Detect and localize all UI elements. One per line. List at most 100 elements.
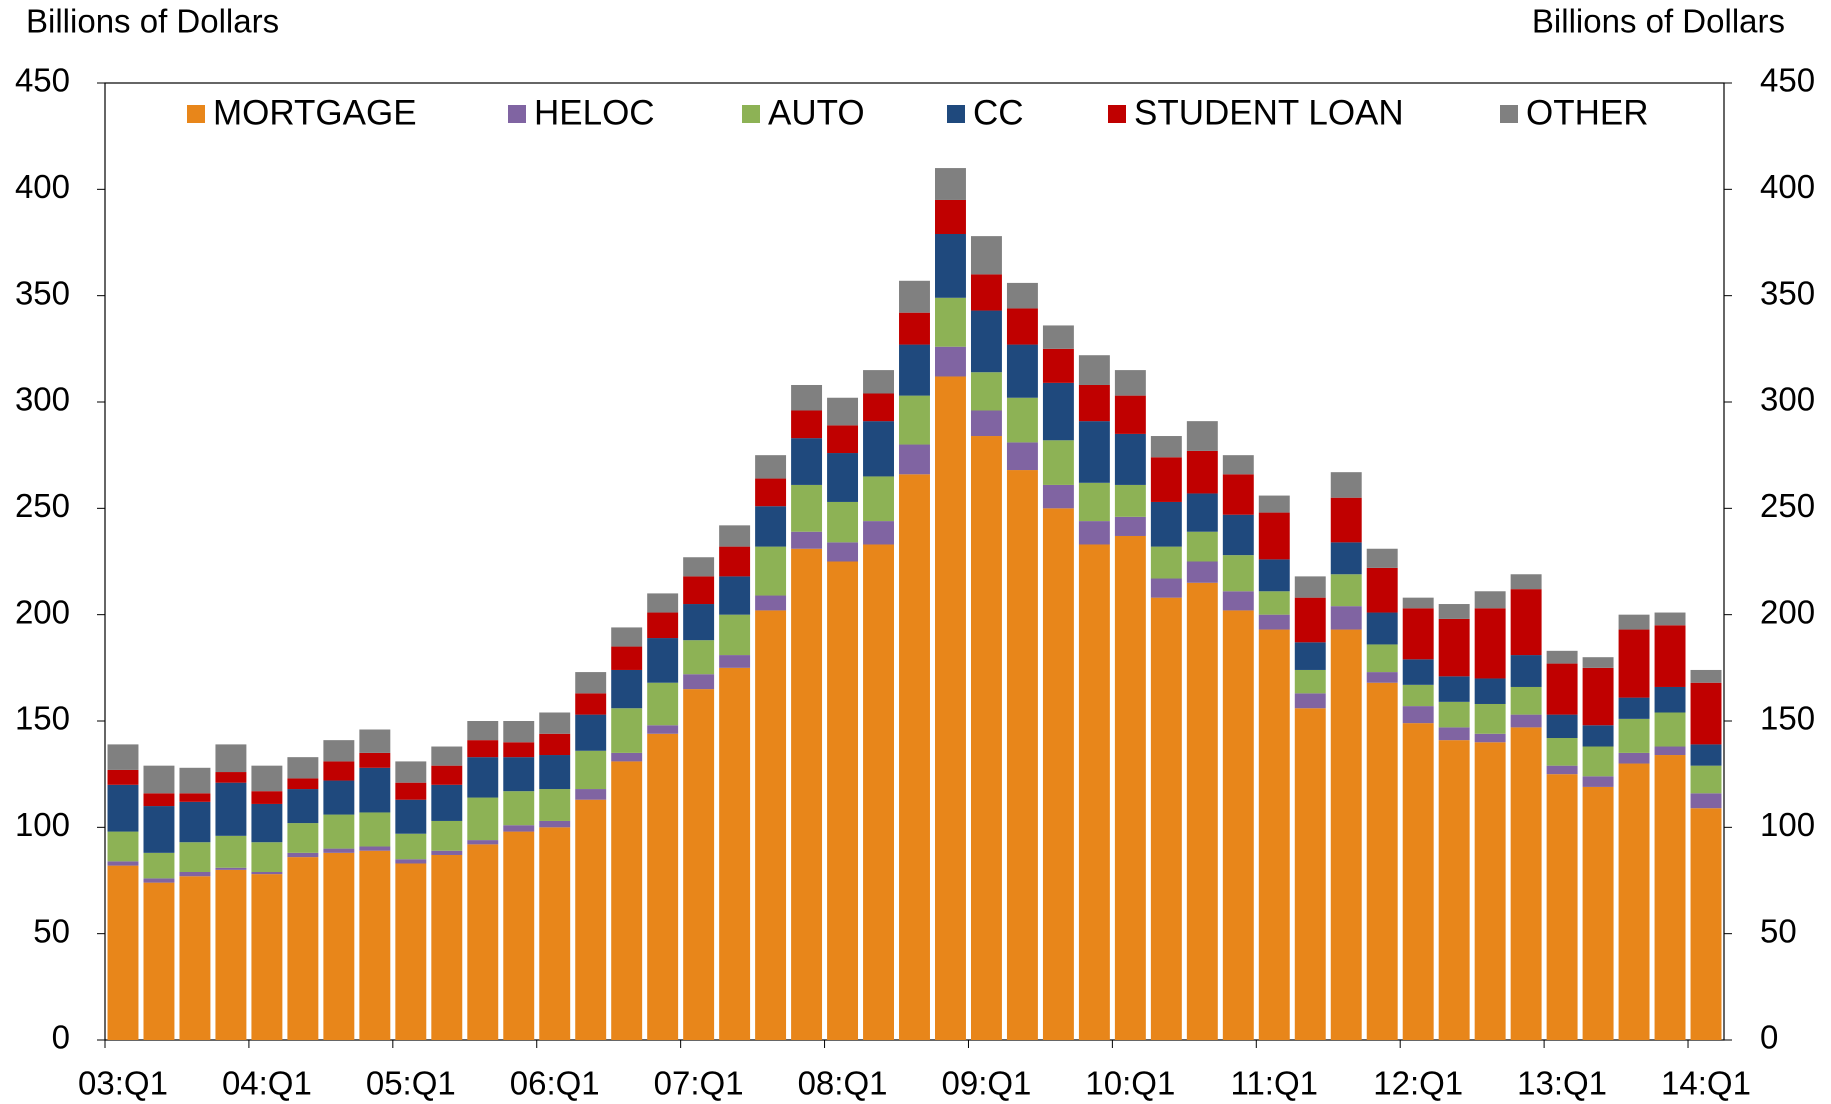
bar-segment bbox=[1654, 746, 1686, 756]
bar-segment bbox=[467, 844, 499, 1040]
bar-segment bbox=[1078, 355, 1110, 385]
bar-segment bbox=[791, 410, 823, 439]
bar-segment bbox=[1078, 521, 1110, 545]
bar-segment bbox=[1510, 589, 1542, 656]
bar-segment bbox=[1294, 597, 1326, 643]
bar-segment bbox=[467, 757, 499, 798]
bar-segment bbox=[1690, 744, 1722, 766]
bar-segment bbox=[899, 444, 930, 475]
bar-segment bbox=[827, 542, 859, 562]
bar-segment bbox=[575, 750, 607, 790]
bar-segment bbox=[1366, 682, 1398, 1040]
bar-segment bbox=[1114, 484, 1146, 517]
bar-segment bbox=[1186, 561, 1218, 583]
bar-segment bbox=[251, 765, 283, 792]
bar-segment bbox=[647, 593, 679, 613]
bar-segment bbox=[215, 867, 247, 870]
bar-segment bbox=[1330, 574, 1362, 607]
y-tick-label: 50 bbox=[33, 912, 70, 949]
bar-segment bbox=[287, 789, 319, 824]
x-tick-label: 05:Q1 bbox=[366, 1065, 456, 1102]
bar-segment bbox=[899, 280, 930, 313]
bar-segment bbox=[1186, 582, 1218, 1040]
bar-segment bbox=[539, 755, 571, 790]
x-tick-label: 04:Q1 bbox=[222, 1065, 312, 1102]
bar-segment bbox=[970, 310, 1002, 373]
bar-segment bbox=[395, 859, 427, 864]
bar-segment bbox=[1006, 282, 1038, 309]
bar-segment bbox=[467, 740, 499, 758]
bar-segment bbox=[323, 814, 355, 849]
x-tick-label: 13:Q1 bbox=[1517, 1065, 1607, 1102]
bar-segment bbox=[1582, 786, 1614, 1040]
bar-segment bbox=[647, 638, 679, 683]
y-tick-label-right: 300 bbox=[1760, 381, 1815, 418]
bar-segment bbox=[1690, 793, 1722, 809]
bar-segment bbox=[1366, 612, 1398, 645]
bar-segment bbox=[287, 757, 319, 779]
legend-swatch bbox=[187, 105, 205, 123]
bar-segment bbox=[683, 674, 715, 690]
bar-segment bbox=[935, 168, 966, 200]
bar-segment bbox=[611, 708, 643, 753]
bar-segment bbox=[1330, 542, 1362, 575]
bar-segment bbox=[719, 576, 751, 615]
bar-segment bbox=[647, 682, 679, 726]
bar-segment bbox=[1006, 308, 1038, 345]
bar-segment bbox=[575, 789, 607, 800]
bar-segment bbox=[647, 612, 679, 639]
bar-segment bbox=[755, 546, 787, 596]
bar-segment bbox=[647, 733, 679, 1040]
bar-segment bbox=[1618, 763, 1650, 1040]
bar-segment bbox=[107, 831, 139, 862]
bar-segment bbox=[1114, 395, 1146, 434]
bar-segment bbox=[791, 384, 823, 411]
bar-segment bbox=[1618, 697, 1650, 719]
bar-segment bbox=[1438, 676, 1470, 702]
bar-segment bbox=[1150, 597, 1182, 1040]
bar-segment bbox=[755, 610, 787, 1040]
bar-segment bbox=[1222, 610, 1254, 1040]
bar-segment bbox=[970, 410, 1002, 437]
bar-segment bbox=[935, 199, 966, 234]
bar-segment bbox=[359, 767, 391, 813]
bar-segment bbox=[1294, 708, 1326, 1040]
bar-segment bbox=[1042, 440, 1074, 485]
bar-segment bbox=[1366, 672, 1398, 683]
bar-segment bbox=[503, 721, 535, 743]
bar-segment bbox=[395, 782, 427, 800]
bar-segment bbox=[323, 761, 355, 781]
legend-swatch bbox=[1500, 105, 1518, 123]
bar-segment bbox=[1366, 567, 1398, 613]
x-tick-label: 12:Q1 bbox=[1373, 1065, 1463, 1102]
bar-segment bbox=[359, 812, 391, 847]
y-tick-label-right: 350 bbox=[1760, 274, 1815, 311]
bar-segment bbox=[143, 878, 175, 883]
bar-segment bbox=[359, 752, 391, 768]
bar-segment bbox=[215, 869, 247, 1040]
bar-segment bbox=[251, 874, 283, 1040]
bar-segment bbox=[287, 823, 319, 853]
bar-segment bbox=[1402, 684, 1434, 707]
x-tick-label: 10:Q1 bbox=[1085, 1065, 1175, 1102]
bar-segment bbox=[503, 742, 535, 758]
bar-segment bbox=[1654, 612, 1686, 626]
bar-segment bbox=[503, 825, 535, 832]
bar-segment bbox=[791, 548, 823, 1040]
bar-segment bbox=[1114, 516, 1146, 536]
legend-swatch bbox=[947, 105, 965, 123]
bar-segment bbox=[970, 436, 1002, 1040]
bar-segment bbox=[1582, 746, 1614, 777]
legend-label: AUTO bbox=[768, 93, 865, 132]
bar-segment bbox=[791, 438, 823, 485]
bar-segment bbox=[1006, 344, 1038, 398]
legend-label: OTHER bbox=[1526, 93, 1649, 132]
bar-segment bbox=[1654, 712, 1686, 747]
bar-segment bbox=[251, 791, 283, 804]
bar-segment bbox=[323, 740, 355, 762]
bar-segment bbox=[611, 761, 643, 1040]
bar-segment bbox=[719, 655, 751, 668]
bar-segment bbox=[503, 831, 535, 1040]
y-tick-label-right: 50 bbox=[1760, 912, 1797, 949]
bar-segment bbox=[970, 372, 1002, 411]
